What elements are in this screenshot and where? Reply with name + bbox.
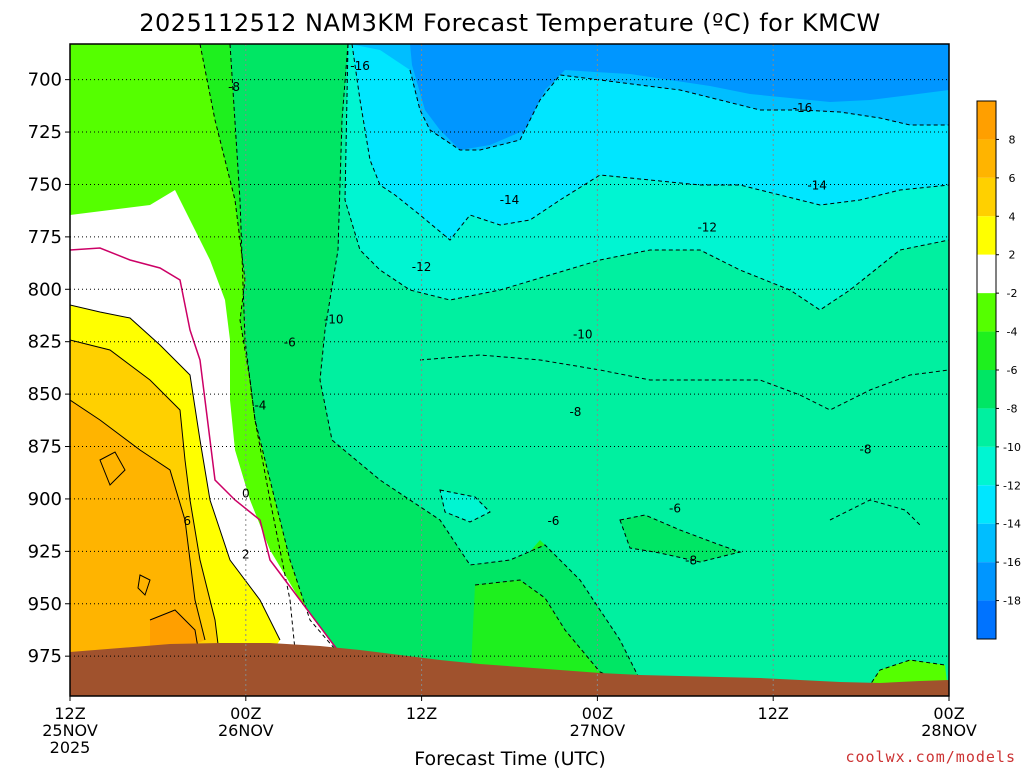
colorbar-swatch <box>977 562 996 601</box>
contour-label: -6 <box>284 336 296 350</box>
y-tick-label: 825 <box>28 332 62 353</box>
y-tick-label: 900 <box>28 489 62 510</box>
x-tick-label: 00Z <box>230 704 261 723</box>
x-tick-label: 26NOV <box>218 721 274 740</box>
colorbar-swatch <box>977 446 996 486</box>
y-tick-label: 950 <box>28 594 62 615</box>
contour-label: -8 <box>860 443 872 457</box>
colorbar-swatch <box>977 254 996 294</box>
x-tick-label: 12Z <box>54 704 85 723</box>
contour-label: -4 <box>254 399 266 413</box>
colorbar-swatch <box>977 177 996 217</box>
y-tick-label: 700 <box>28 70 62 91</box>
y-tick-label: 925 <box>28 541 62 562</box>
colorbar-swatch <box>977 101 996 140</box>
band-minus-10-to-minus-12-lower <box>440 490 490 522</box>
colorbar-label: 2 <box>1009 249 1016 262</box>
x-tick-label: 27NOV <box>570 721 626 740</box>
colorbar-swatch <box>977 523 996 563</box>
colorbar-swatch <box>977 408 996 447</box>
y-tick-label: 775 <box>28 227 62 248</box>
contour-label: -6 <box>669 501 681 515</box>
colorbar-swatch <box>977 293 996 332</box>
y-tick-label: 875 <box>28 437 62 458</box>
colorbar-label: -2 <box>1007 287 1018 300</box>
contour-label: -14 <box>500 193 520 207</box>
contour-labels: -16 -16 -8 -14 -14 -12 -12 -10 -10 -6 -4 -8 -8 -6 -6 -8… <box>183 59 872 568</box>
colorbar-label: 8 <box>1009 133 1016 146</box>
colorbar-label: -18 <box>1003 595 1021 608</box>
y-tick-label: 800 <box>28 279 62 300</box>
x-axis-title: Forecast Time (UTC) <box>414 748 605 768</box>
x-tick-label: 00Z <box>582 704 613 723</box>
contour-label: -6 <box>547 514 559 528</box>
colorbar-label: -14 <box>1003 518 1021 531</box>
contour-label: -8 <box>569 405 581 419</box>
colorbar-label: -4 <box>1007 326 1018 339</box>
x-tick-label: 28NOV <box>921 721 977 740</box>
contour-label: -8 <box>228 80 240 94</box>
colorbar-label: 4 <box>1009 210 1016 223</box>
y-tick-label: 850 <box>28 384 62 405</box>
plot-frame <box>69 43 950 697</box>
y-tick-label: 750 <box>28 174 62 195</box>
contour-label: -10 <box>324 313 344 327</box>
colorbar-swatch <box>977 139 996 178</box>
contour-label: 0 <box>242 487 250 501</box>
chart-title: 2025112512 NAM3KM Forecast Temperature (… <box>139 9 881 37</box>
colorbar-label: 6 <box>1009 172 1016 185</box>
contour-label: -16 <box>793 101 813 115</box>
credit-text: coolwx.com/models <box>845 748 1016 766</box>
contour-label: -8 <box>685 554 697 568</box>
contour-label: 6 <box>183 514 191 528</box>
contour-label: -16 <box>350 59 370 73</box>
contour-label: -12 <box>412 260 432 274</box>
band-minus-6-to-minus-8 <box>230 44 648 696</box>
colorbar-swatch <box>977 216 996 255</box>
colorbar: 8 6 4 2 -2 -4 -6 -8 -10 -12 -14 -16 -18 <box>976 100 1021 640</box>
x-tick-label: 00Z <box>933 704 964 723</box>
colorbar-swatch <box>977 331 996 370</box>
colorbar-swatch <box>977 600 996 639</box>
colorbar-label: -6 <box>1007 364 1018 377</box>
band-minus-16-to-minus-18 <box>410 44 949 150</box>
contour-label: -10 <box>573 327 593 341</box>
contour-label: 2 <box>242 547 250 561</box>
freezing-line <box>70 247 346 661</box>
x-tick-label: 2025 <box>50 738 91 757</box>
y-tick-label: 725 <box>28 122 62 143</box>
y-tick-label: 975 <box>28 646 62 667</box>
contour-lines-positive <box>70 304 281 661</box>
band-minus-6-to-minus-8-island <box>620 515 740 562</box>
contour-label: -14 <box>807 178 827 192</box>
colorbar-label: -16 <box>1003 556 1021 569</box>
x-tick-label: 12Z <box>758 704 789 723</box>
contour-label: -12 <box>697 220 717 234</box>
y-axis: 700 725 750 775 800 825 850 875 900 925 950 975 <box>28 70 70 667</box>
temperature-field <box>70 44 949 696</box>
gridlines <box>70 44 949 696</box>
terrain <box>70 643 949 696</box>
x-tick-label: 25NOV <box>42 721 98 740</box>
colorbar-swatch <box>977 370 996 409</box>
colorbar-swatch <box>977 485 996 524</box>
x-tick-label: 12Z <box>406 704 437 723</box>
colorbar-label: -12 <box>1003 479 1021 492</box>
contour-lines-negative <box>199 44 949 696</box>
colorbar-label: -10 <box>1003 441 1021 454</box>
colorbar-label: -8 <box>1007 402 1018 415</box>
